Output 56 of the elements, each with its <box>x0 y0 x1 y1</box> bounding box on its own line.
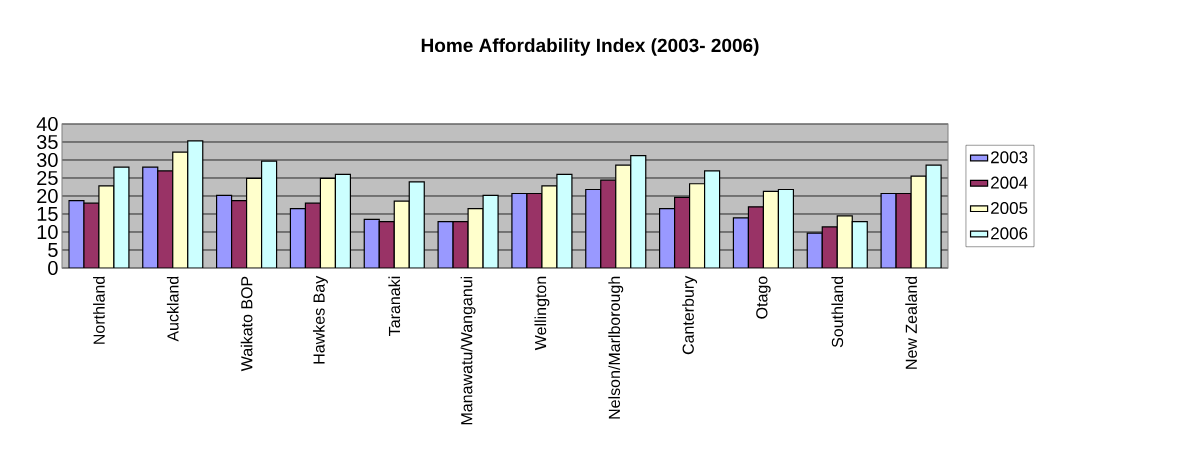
legend-label: 2006 <box>991 227 1028 240</box>
bar <box>289 208 307 268</box>
bar <box>600 179 617 268</box>
bar <box>215 194 233 268</box>
bar <box>319 177 337 268</box>
bar <box>363 218 380 268</box>
bar <box>393 200 410 268</box>
y-tick-label: 35 <box>36 134 58 150</box>
bar <box>408 181 425 268</box>
x-tick-label: Waikato BOP <box>240 276 253 372</box>
chart-title: Home Affordability Index (2003- 2006) <box>421 38 759 56</box>
bar <box>762 190 780 268</box>
bar <box>172 151 189 268</box>
bar <box>703 170 721 268</box>
bar <box>688 183 706 268</box>
bar <box>732 217 750 268</box>
y-tick-label: 15 <box>37 207 58 221</box>
bar <box>230 200 248 268</box>
bar <box>187 140 204 268</box>
x-tick-label: Taranaki <box>388 276 401 336</box>
x-tick-label: Hawkes Bay <box>312 275 328 364</box>
y-tick-label: 30 <box>36 152 58 168</box>
bar <box>615 164 632 268</box>
y-tick-label: 40 <box>36 116 58 132</box>
bar <box>157 170 174 268</box>
bar <box>304 202 322 268</box>
y-tick-label: 25 <box>37 170 58 186</box>
bar <box>585 188 602 268</box>
bar <box>630 155 647 268</box>
bar <box>673 196 691 268</box>
bar <box>777 188 795 268</box>
y-tick-label: 10 <box>37 224 58 240</box>
bar <box>142 166 159 268</box>
bar <box>334 173 352 268</box>
legend-label: 2005 <box>991 201 1028 215</box>
legend-label: 2004 <box>991 176 1028 189</box>
x-tick-label: Nelson/Marlborough <box>608 276 624 419</box>
x-tick-label: Canterbury <box>682 275 698 355</box>
x-tick-label: Southland <box>831 276 844 348</box>
bar <box>747 206 765 268</box>
y-tick-label: 20 <box>37 188 58 204</box>
x-tick-label: Manawatu/Wanganui <box>460 276 476 425</box>
bar <box>836 215 853 268</box>
x-tick-label: New Zealand <box>905 276 917 369</box>
bar <box>378 220 395 268</box>
bar <box>260 160 278 268</box>
y-tick-label: 0 <box>48 260 58 276</box>
y-tick-label: 5 <box>48 243 58 257</box>
x-tick-label: Otago <box>756 276 771 319</box>
bar <box>851 220 868 268</box>
legend-label: 2003 <box>991 151 1028 164</box>
bar <box>658 208 676 268</box>
x-tick-label: Auckland <box>166 276 179 342</box>
x-tick-label: Northland <box>93 276 105 344</box>
bar <box>245 177 263 268</box>
x-tick-label: Wellington <box>534 276 550 351</box>
